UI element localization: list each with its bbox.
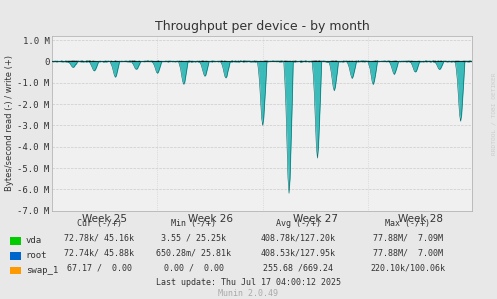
Text: 72.78k/ 45.16k: 72.78k/ 45.16k: [65, 234, 134, 243]
Text: 650.28m/ 25.81k: 650.28m/ 25.81k: [157, 249, 231, 258]
Text: swap_1: swap_1: [26, 266, 58, 275]
Text: 220.10k/100.06k: 220.10k/100.06k: [370, 264, 445, 273]
Text: 0.00 /  0.00: 0.00 / 0.00: [164, 264, 224, 273]
Text: 77.88M/  7.09M: 77.88M/ 7.09M: [373, 234, 442, 243]
Text: 72.74k/ 45.88k: 72.74k/ 45.88k: [65, 249, 134, 258]
Text: 3.55 / 25.25k: 3.55 / 25.25k: [162, 234, 226, 243]
Y-axis label: Bytes/second read (-) / write (+): Bytes/second read (-) / write (+): [5, 55, 14, 191]
Title: Throughput per device - by month: Throughput per device - by month: [155, 20, 370, 33]
Text: vda: vda: [26, 236, 42, 245]
Text: 77.88M/  7.00M: 77.88M/ 7.00M: [373, 249, 442, 258]
Text: RRDTOOL / TOBI OETIKER: RRDTOOL / TOBI OETIKER: [491, 72, 496, 155]
Text: Max (-/+): Max (-/+): [385, 219, 430, 228]
Text: 255.68 /669.24: 255.68 /669.24: [263, 264, 333, 273]
Text: 408.78k/127.20k: 408.78k/127.20k: [261, 234, 335, 243]
Text: Munin 2.0.49: Munin 2.0.49: [219, 289, 278, 298]
Text: Cur (-/+): Cur (-/+): [77, 219, 122, 228]
Text: 67.17 /  0.00: 67.17 / 0.00: [67, 264, 132, 273]
Text: 408.53k/127.95k: 408.53k/127.95k: [261, 249, 335, 258]
Text: Min (-/+): Min (-/+): [171, 219, 216, 228]
Text: Last update: Thu Jul 17 04:00:12 2025: Last update: Thu Jul 17 04:00:12 2025: [156, 278, 341, 287]
Text: Avg (-/+): Avg (-/+): [276, 219, 321, 228]
Text: root: root: [26, 251, 47, 260]
